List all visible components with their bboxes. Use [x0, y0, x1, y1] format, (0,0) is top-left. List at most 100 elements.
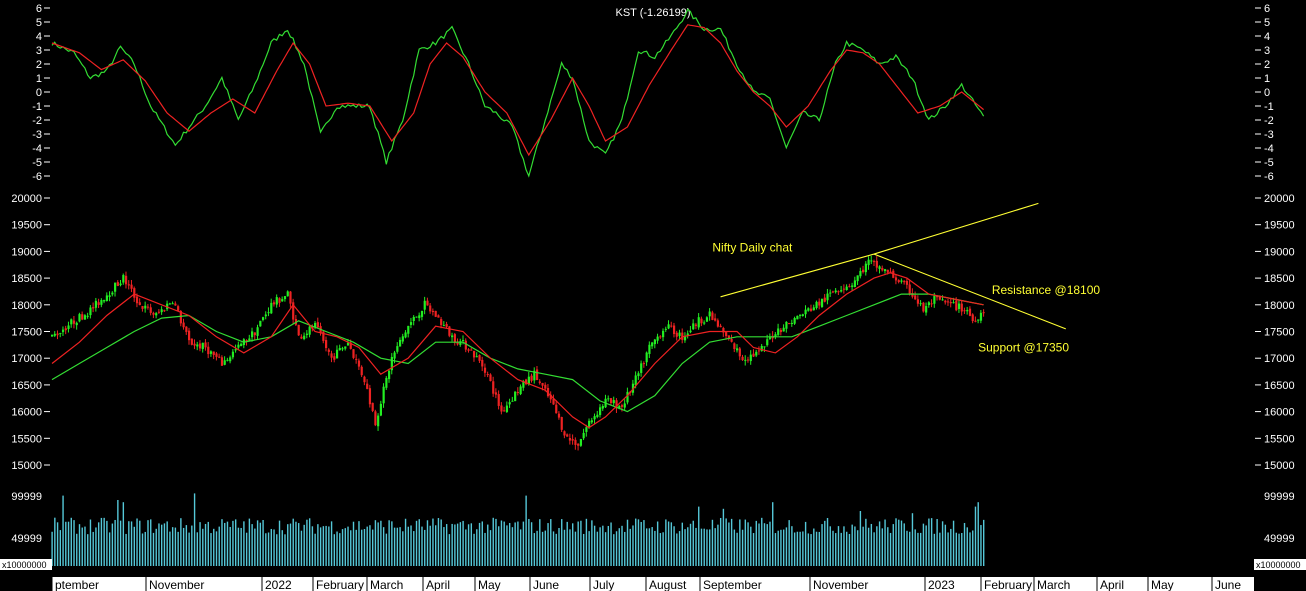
- candle-body: [870, 260, 873, 262]
- candle-body: [982, 312, 985, 314]
- candle-body: [368, 388, 372, 405]
- volume-bar: [963, 522, 966, 566]
- left-axis-tick-label: -3: [32, 129, 42, 141]
- candle-body: [683, 336, 687, 341]
- candle-body: [801, 314, 804, 316]
- volume-bar: [613, 534, 615, 566]
- candle-body: [936, 296, 939, 298]
- volume-bar: [799, 531, 801, 566]
- volume-bar: [210, 533, 212, 566]
- candle-body: [914, 295, 917, 300]
- volume-bar: [604, 532, 607, 566]
- volume-bar: [232, 520, 234, 566]
- month-label: April: [426, 578, 450, 591]
- volume-bar: [245, 532, 248, 566]
- candle-body: [785, 321, 788, 329]
- candle-body: [407, 325, 410, 334]
- candle-body: [522, 381, 525, 388]
- candle-body: [508, 402, 511, 405]
- candle-body: [807, 308, 810, 311]
- left-unit-label: x10000000: [2, 560, 47, 570]
- volume-bar: [741, 529, 744, 566]
- volume-bar: [424, 529, 426, 566]
- volume-bar: [692, 520, 694, 566]
- volume-bar: [259, 522, 262, 566]
- volume-bar: [437, 518, 440, 566]
- candle-body: [851, 285, 854, 287]
- candle-body: [420, 310, 424, 317]
- month-label: February: [316, 578, 364, 591]
- volume-bar: [193, 493, 196, 566]
- volume-bar: [865, 518, 867, 566]
- candle-body: [711, 312, 714, 320]
- volume-bar: [451, 523, 453, 566]
- volume-bar: [610, 522, 612, 566]
- candle-body: [955, 300, 958, 311]
- right-axis-tick-label: -5: [1264, 157, 1274, 169]
- candle-body: [530, 375, 533, 381]
- candle-body: [607, 398, 610, 400]
- candle-body: [182, 322, 185, 328]
- candle-body: [700, 318, 703, 324]
- candle-body: [725, 331, 728, 337]
- candle-body: [738, 348, 741, 357]
- volume-bar: [651, 527, 653, 566]
- volume-bar: [292, 518, 294, 566]
- volume-bar: [352, 521, 355, 566]
- volume-bar: [382, 527, 385, 566]
- volume-bar: [736, 532, 738, 566]
- candle-body: [664, 328, 667, 330]
- volume-bar: [380, 520, 382, 566]
- volume-bar: [139, 520, 141, 566]
- candle-body: [941, 299, 944, 301]
- volume-bar: [462, 520, 464, 566]
- candle-body: [692, 323, 695, 330]
- candle-body: [70, 319, 73, 325]
- volume-bar: [900, 520, 903, 566]
- right-axis-tick-label: -2: [1264, 115, 1274, 127]
- candle-body: [188, 330, 191, 341]
- candle-body: [640, 363, 643, 373]
- candle-body: [445, 323, 448, 327]
- candle-body: [492, 381, 495, 394]
- volume-bar: [152, 532, 155, 566]
- month-label: 2023: [928, 578, 955, 591]
- volume-bar: [722, 508, 725, 566]
- candle-body: [779, 329, 783, 333]
- left-y-axis: 6 5 4 3 2 1 0 -1 -2 -3 -4 -5 -6 20000 19500 19000 18500 1…: [11, 3, 50, 545]
- candle-body: [637, 373, 640, 377]
- volume-bar: [848, 533, 851, 566]
- candle-body: [297, 324, 300, 336]
- volume-bar: [607, 525, 610, 566]
- right-axis-tick-label: 1: [1264, 73, 1270, 85]
- volume-bar: [659, 533, 662, 566]
- candle-body: [111, 292, 114, 295]
- volume-bar: [709, 529, 711, 566]
- candle-body: [659, 336, 662, 338]
- volume-bar: [128, 521, 130, 566]
- volume-bar: [51, 531, 53, 566]
- volume-bar: [593, 525, 596, 566]
- candle-body: [516, 391, 519, 393]
- volume-bar: [385, 533, 388, 566]
- volume-bar: [161, 524, 163, 566]
- kst-title: KST (-1.26199): [615, 7, 690, 19]
- candle-body: [434, 310, 437, 317]
- volume-bar: [884, 519, 886, 566]
- candle-body: [305, 333, 309, 335]
- month-label: May: [1151, 578, 1174, 591]
- candle-body: [519, 386, 522, 395]
- candle-body: [527, 376, 530, 385]
- candle-body: [103, 300, 106, 302]
- candle-body: [812, 307, 815, 311]
- candle-body: [588, 420, 591, 428]
- volume-bar: [782, 529, 785, 566]
- volume-bar: [525, 495, 527, 566]
- candle-body: [218, 356, 221, 358]
- volume-bar: [517, 521, 519, 566]
- candle-body: [78, 314, 81, 322]
- candle-body: [834, 290, 837, 293]
- candle-body: [259, 320, 262, 327]
